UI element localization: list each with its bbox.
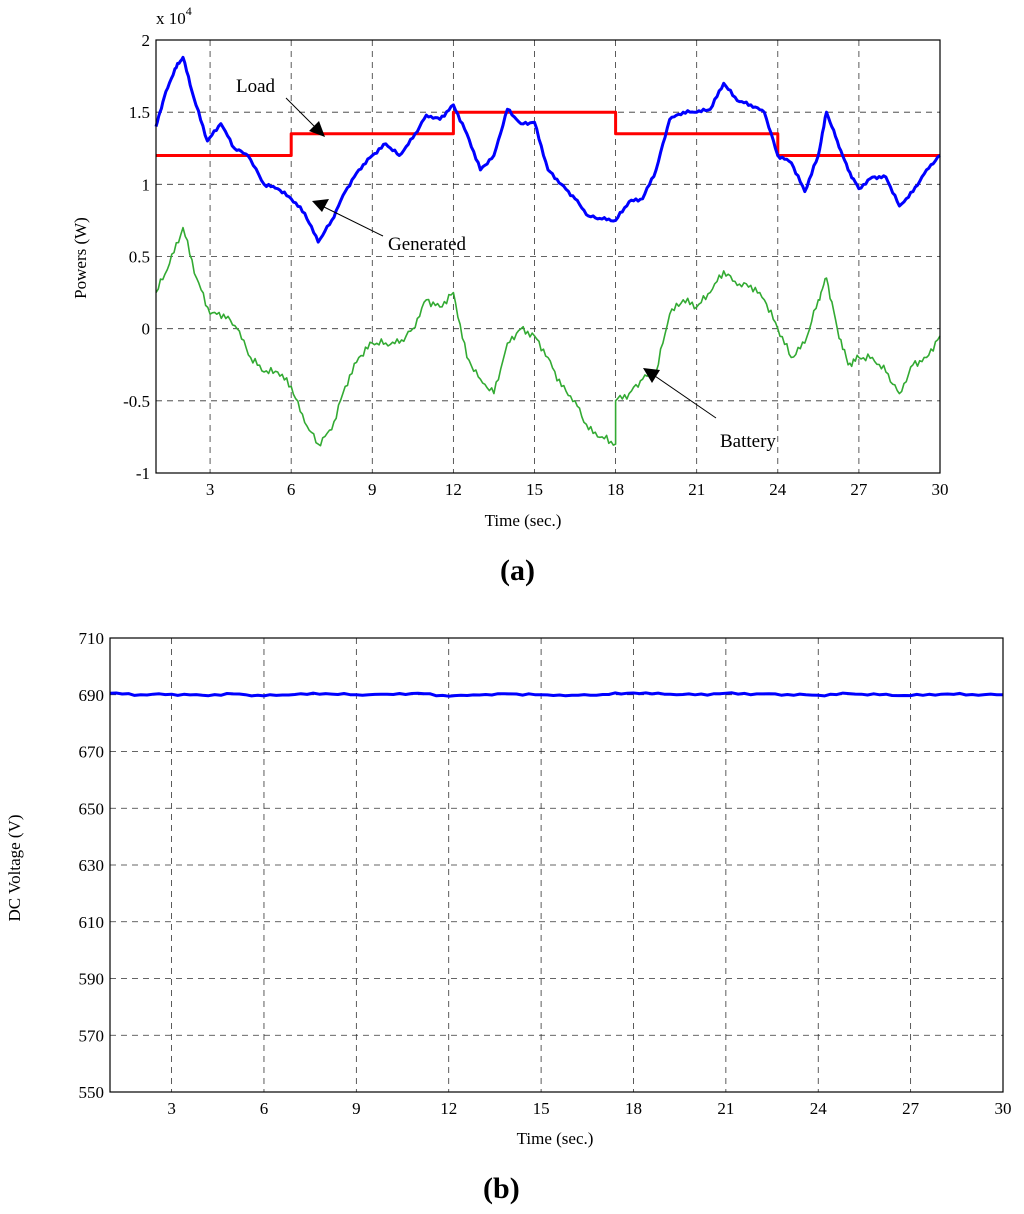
series-line-generated (154, 55, 941, 244)
y-tick-label: 1 (142, 175, 151, 194)
y-tick-label: 0.5 (129, 248, 150, 267)
y-tick-label: 590 (79, 970, 105, 989)
annotation-battery: Battery (720, 431, 776, 452)
series-group (109, 691, 1004, 698)
arrow-load (285, 97, 319, 131)
chart-dc-voltage: 3 6 9 12 15 18 21 24 27 30 550 570 590 610 630 650 670 6… (5, 629, 1012, 1205)
x-tick-label: 3 (167, 1099, 176, 1118)
grid-lines (110, 638, 1003, 1092)
y-tick-label: 630 (79, 856, 105, 875)
y-tick-label: 1.5 (129, 103, 150, 122)
arrow-battery (651, 373, 717, 419)
series-line-dc-voltage (109, 691, 1004, 698)
x-tick-label: 9 (368, 480, 377, 499)
annotations: Load Generated Battery (236, 76, 776, 452)
x-tick-label: 21 (688, 480, 705, 499)
x-tick-label: 6 (260, 1099, 269, 1118)
y-tick-label: 0 (142, 320, 151, 339)
y-tick-label: 570 (79, 1026, 105, 1045)
grid-lines (156, 40, 940, 473)
x-tick-label: 24 (769, 480, 787, 499)
y-tick-labels: -1 -0.5 0 0.5 1 1.5 2 (123, 31, 150, 483)
y-tick-label: 670 (79, 743, 105, 762)
x-tick-label: 3 (206, 480, 215, 499)
arrow-battery-head (643, 368, 660, 383)
x-tick-label: 15 (526, 480, 543, 499)
y-tick-label: 650 (79, 799, 105, 818)
x-tick-label: 21 (717, 1099, 734, 1118)
y-scale-multiplier: x 104 (156, 4, 192, 28)
x-tick-label: 24 (810, 1099, 828, 1118)
x-tick-label: 30 (932, 480, 949, 499)
plot-frame (155, 39, 941, 474)
x-tick-label: 27 (850, 480, 868, 499)
x-tick-label: 18 (607, 480, 624, 499)
arrow-load-head (309, 121, 325, 137)
series-group (154, 55, 941, 447)
y-tick-label: 710 (79, 629, 105, 648)
y-axis-label: Powers (W) (71, 217, 90, 299)
panel-label-b: (b) (483, 1172, 520, 1205)
x-tick-label: 9 (352, 1099, 361, 1118)
y-tick-labels: 550 570 590 610 630 650 670 690 710 (79, 629, 105, 1102)
x-tick-label: 27 (902, 1099, 920, 1118)
y-axis-label: DC Voltage (V) (5, 814, 24, 921)
panel-label-a: (a) (500, 554, 535, 587)
x-axis-label: Time (sec.) (485, 511, 562, 530)
x-tick-label: 6 (287, 480, 296, 499)
chart-powers: 3 6 9 12 15 18 21 24 27 30 -1-0.500.511.52 x 104 … (71, 4, 949, 587)
x-axis-label: Time (sec.) (517, 1129, 594, 1148)
x-tick-label: 12 (445, 480, 462, 499)
y-tick-label: 2 (142, 31, 151, 50)
x-tick-label: 12 (440, 1099, 457, 1118)
x-tick-label: 30 (995, 1099, 1012, 1118)
y-tick-label: 610 (79, 913, 105, 932)
arrow-generated-head (312, 199, 329, 212)
annotation-load: Load (236, 76, 276, 97)
arrow-generated (321, 205, 384, 237)
y-tick-label: 550 (79, 1083, 105, 1102)
x-tick-labels: 3 6 9 12 15 18 21 24 27 30 (167, 1099, 1011, 1118)
y-tick-label: 690 (79, 686, 105, 705)
annotation-generated: Generated (388, 234, 467, 255)
x-tick-label: 18 (625, 1099, 642, 1118)
y-tick-label: -0.5 (123, 392, 150, 411)
y-tick-label: -1 (136, 464, 150, 483)
x-tick-labels: 3 6 9 12 15 18 21 24 27 30 (206, 480, 949, 499)
plot-frame (109, 637, 1004, 1093)
series-line-battery (155, 226, 941, 447)
x-tick-label: 15 (533, 1099, 550, 1118)
series-line-load (156, 110, 940, 157)
